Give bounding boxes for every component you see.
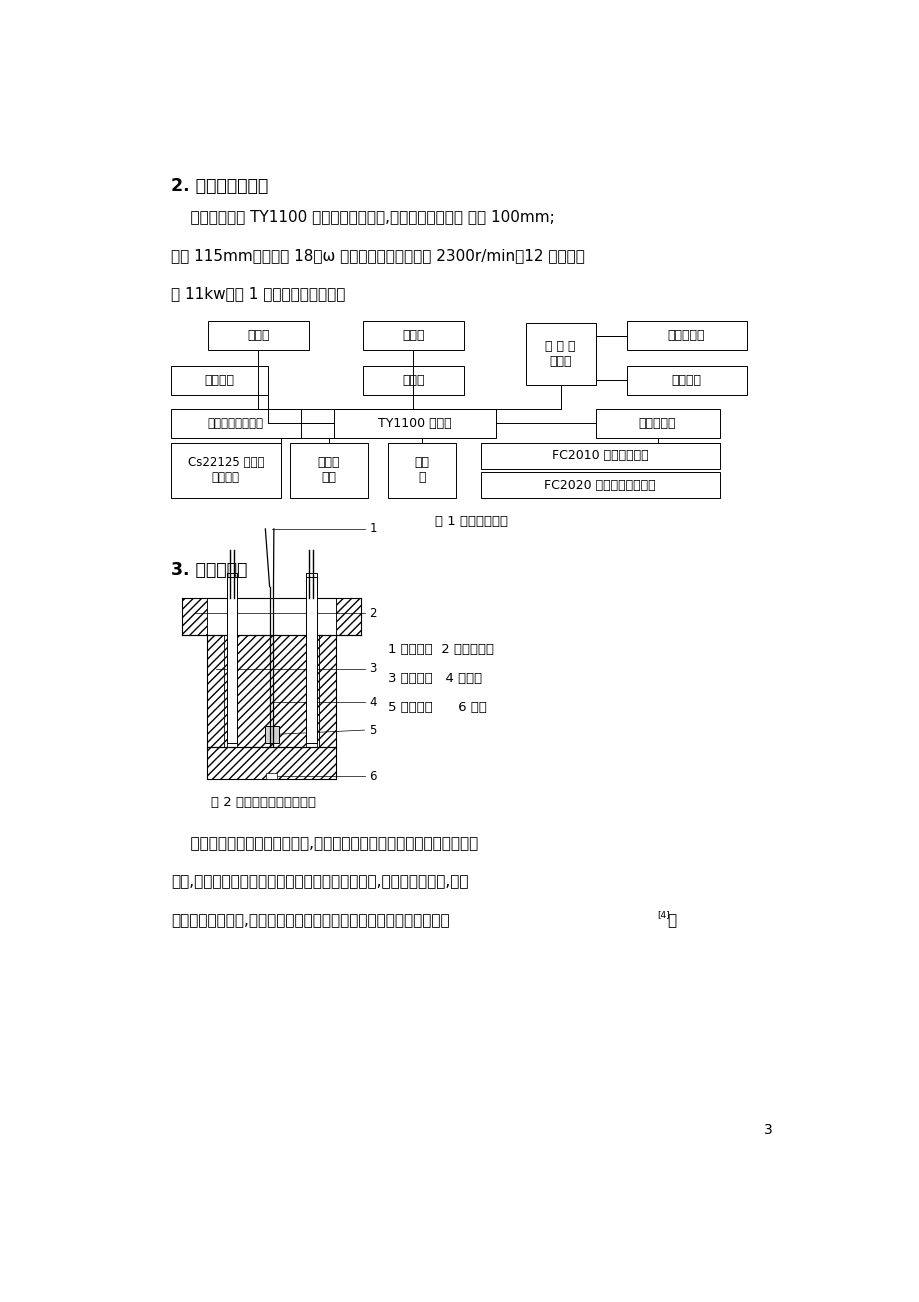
Text: 为 11kw。图 1 为实验测量装置图。: 为 11kw。图 1 为实验测量装置图。 [171,286,345,301]
Bar [334,409,495,437]
Bar [224,635,319,747]
Text: 上止电信号传感器: 上止电信号传感器 [208,417,264,430]
Bar [481,443,719,469]
Bar [363,322,463,350]
Bar [626,322,746,350]
Text: 6: 6 [369,769,376,783]
Bar [226,577,236,743]
Bar [226,573,236,743]
Text: 进气道: 进气道 [402,329,425,342]
Bar [335,598,360,635]
Text: 压力传
感器: 压力传 感器 [317,457,340,484]
Bar [481,471,719,499]
Text: 5 石英玻璃      6 窗口: 5 石英玻璃 6 窗口 [388,702,486,715]
Text: 3. 辐射传感器: 3. 辐射传感器 [171,561,247,579]
Text: 稳压箱: 稳压箱 [402,374,425,387]
Bar [595,409,719,437]
Text: FC2010 发动机测控仪: FC2010 发动机测控仪 [551,449,648,462]
Text: 5: 5 [369,724,376,737]
Text: 2: 2 [369,607,376,620]
Bar [289,443,368,499]
Text: 电位差计: 电位差计 [671,374,701,387]
Bar [171,409,301,437]
Text: FC2020 油门励磁驱动单元: FC2020 油门励磁驱动单元 [544,479,655,492]
Text: 辐射可以忽略不计,而火焰辐射的大小又与缸内的碳粒浓度成正比关系: 辐射可以忽略不计,而火焰辐射的大小又与缸内的碳粒浓度成正比关系 [171,913,449,928]
Bar [265,727,278,743]
Text: 电力测功机: 电力测功机 [638,417,675,430]
Text: 辐射是电磁波传递能量的现象,由于热的原因而产生的电磁波辐射称为热: 辐射是电磁波传递能量的现象,由于热的原因而产生的电磁波辐射称为热 [171,836,478,852]
Text: 1 冷却水管  2 热电偶导线: 1 冷却水管 2 热电偶导线 [388,643,494,656]
Text: 1: 1 [369,522,376,535]
Text: 3 冷却水腔   4 探测体: 3 冷却水腔 4 探测体 [388,672,482,685]
Bar [182,598,207,635]
Bar [363,366,463,395]
Bar [171,366,267,395]
Text: 实验是在一台 TY1100 型柴油机上进行的,其主要技术参数为 缸径 100mm;: 实验是在一台 TY1100 型柴油机上进行的,其主要技术参数为 缸径 100mm… [171,210,554,224]
Text: 4: 4 [369,695,376,708]
Bar [626,366,746,395]
Text: 行程 115mm；压缩比 18；ω 型燃烧室；标定转速为 2300r/min；12 小时功率: 行程 115mm；压缩比 18；ω 型燃烧室；标定转速为 2300r/min；1… [171,247,584,263]
Text: [4]: [4] [657,910,669,919]
Bar [171,443,280,499]
Bar [208,322,309,350]
Text: 3: 3 [763,1124,771,1137]
Bar [207,747,335,779]
Text: 热 辐 射
传感器: 热 辐 射 传感器 [545,340,575,368]
Text: TY1100 发动机: TY1100 发动机 [378,417,451,430]
Bar [388,443,456,499]
Bar [207,635,224,747]
Text: 2. 试验装置和设备: 2. 试验装置和设备 [171,177,267,195]
Bar [306,573,316,743]
Text: 冷却水箱: 冷却水箱 [204,374,234,387]
Bar [306,577,316,743]
Bar [207,598,335,635]
Text: 。: 。 [667,913,676,928]
Bar [236,635,306,747]
Bar [266,773,277,779]
Text: 图 2 辐射传感器机构示意图: 图 2 辐射传感器机构示意图 [211,796,316,809]
Text: 燃油箱: 燃油箱 [247,329,269,342]
Text: Cs22125 动态测
试分析仪: Cs22125 动态测 试分析仪 [187,457,264,484]
Bar [224,635,226,747]
Text: 3: 3 [369,663,376,676]
Text: 冷却水系统: 冷却水系统 [667,329,705,342]
Text: 排气
道: 排气 道 [414,457,429,484]
Bar [319,635,335,747]
Bar [525,323,595,385]
Text: 辐射,内燃机气缸内的一般分为气体辐射和火焰辐射,相对于火焰辐射,气体: 辐射,内燃机气缸内的一般分为气体辐射和火焰辐射,相对于火焰辐射,气体 [171,875,468,889]
Text: 图 1 试验台架简图: 图 1 试验台架简图 [435,516,507,529]
Bar [316,635,319,747]
